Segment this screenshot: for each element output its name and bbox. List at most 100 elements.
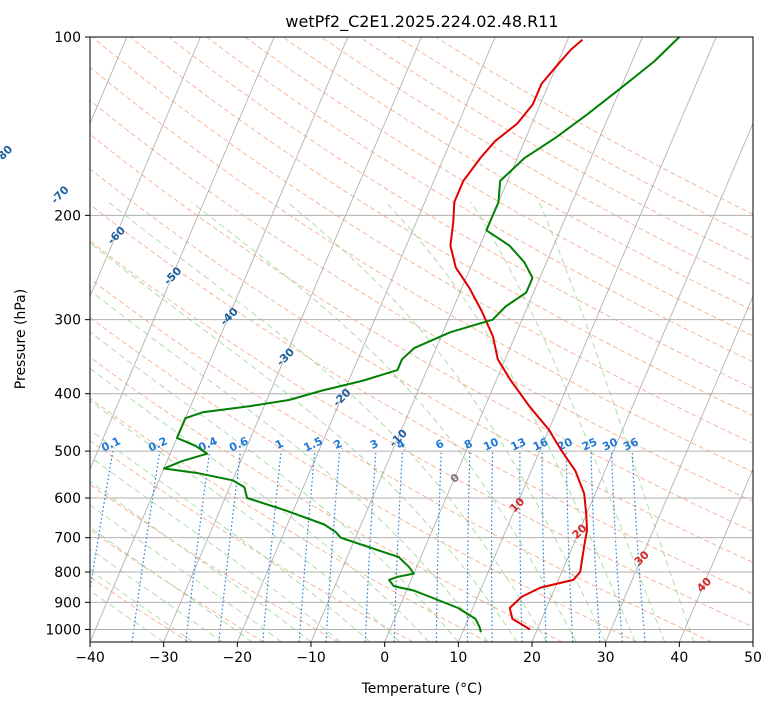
x-axis-ticks: −40 −30 −20 −10 0 10 20 30 40 50: [75, 642, 762, 666]
moist-adiabat-line: [90, 456, 341, 642]
isotherm-label: -70: [48, 183, 71, 206]
moist-adiabat-line: [90, 290, 489, 642]
plot-area: 0.10.20.40.611.52346810131620253036-100-…: [0, 30, 762, 666]
mixing-ratio-label: 6: [434, 437, 447, 452]
mixing-ratio-label: 2: [332, 437, 344, 452]
isotherm-line: [310, 37, 570, 642]
x-tick-label: 40: [670, 650, 688, 666]
isotherm-label: -40: [218, 305, 241, 328]
mixing-ratio-line: [185, 451, 211, 642]
isotherm-line: [236, 37, 496, 642]
x-tick-label: 20: [523, 650, 541, 666]
x-tick-label: −10: [296, 650, 326, 666]
isotherm-line: [90, 37, 275, 471]
isotherm-line: [605, 295, 753, 642]
moist-adiabat-line: [190, 201, 577, 642]
moist-adiabat-line: [286, 201, 607, 642]
isotherm-label: -20: [330, 386, 353, 409]
y-tick-label: 100: [54, 30, 81, 46]
dry-adiabat-line: [244, 37, 753, 337]
moist-adiabat-line: [90, 242, 518, 642]
mixing-ratio-label: 30: [600, 435, 620, 453]
x-tick-label: 0: [380, 650, 389, 666]
dry-adiabat-line: [206, 37, 753, 363]
dry-adiabat-line: [282, 37, 753, 312]
isotherm-label: -50: [161, 264, 184, 287]
dry-adiabat-line: [168, 37, 753, 389]
dry-adiabat-line: [90, 203, 753, 595]
mixing-ratio-line: [565, 451, 574, 642]
dry-adiabat-line: [90, 397, 488, 642]
y-tick-label: 200: [54, 208, 81, 224]
moist-adiabat-line: [90, 569, 194, 642]
moist-adiabat-line: [90, 367, 430, 642]
moist-adiabat-line: [90, 429, 371, 642]
dewpoint-profile-line: [162, 37, 680, 633]
moist-adiabat-line: [90, 548, 223, 642]
dry-adiabat-line: [90, 66, 753, 473]
y-tick-label: 900: [54, 595, 81, 611]
dry-adiabat-line: [90, 529, 264, 642]
moist-adiabat-line: [90, 331, 459, 642]
y-tick-label: 500: [54, 444, 81, 460]
dry-adiabat-line: [90, 356, 563, 642]
mixing-ratio-line: [218, 451, 242, 642]
isotherm-line: [457, 37, 717, 642]
x-tick-label: 10: [449, 650, 467, 666]
mixing-ratio-label: 16: [531, 435, 551, 453]
isotherm-label: 40: [694, 575, 714, 595]
dry-adiabat-line: [90, 440, 414, 642]
moist-adiabat-line: [108, 201, 548, 642]
mixing-ratio-line: [435, 451, 442, 642]
y-axis-ticks: 100 200 300 400 500 600 700 800 900 1000: [45, 30, 90, 638]
isotherm-label: -10: [387, 426, 410, 449]
moist-adiabat-line: [90, 480, 312, 642]
isotherm-line: [531, 122, 753, 642]
y-tick-label: 400: [54, 387, 81, 403]
isotherm-line: [90, 37, 349, 642]
background-lines: [90, 37, 753, 642]
mixing-ratio-line: [298, 451, 316, 642]
y-axis-label: Pressure (hPa): [13, 289, 29, 389]
mixing-ratio-line: [610, 451, 623, 642]
mixing-ratio-label: 25: [580, 435, 599, 453]
mixing-ratio-label: 13: [509, 435, 528, 453]
x-tick-label: −40: [75, 650, 105, 666]
dry-adiabat-line: [90, 168, 753, 563]
dry-adiabat-line: [435, 37, 753, 215]
isotherm-label: -80: [0, 143, 15, 166]
x-tick-label: 50: [744, 650, 762, 666]
x-tick-label: 30: [597, 650, 615, 666]
mixing-ratio-label: 3: [368, 437, 380, 452]
plot-frame: [89, 36, 754, 643]
dry-adiabat-line: [90, 133, 753, 533]
moist-adiabat-line: [385, 201, 636, 642]
x-axis-label: Temperature (°C): [361, 681, 483, 697]
isotherm-line: [384, 37, 643, 642]
isotherm-line: [163, 37, 422, 642]
moist-adiabat-line: [90, 400, 400, 642]
chart-title: wetPf2_C2E1.2025.224.02.48.R11: [285, 12, 558, 32]
mixing-ratio-line: [262, 451, 282, 642]
y-tick-label: 600: [54, 491, 81, 507]
dry-adiabat-line: [359, 37, 753, 263]
dry-adiabat-line: [90, 99, 753, 502]
dry-adiabat-line: [90, 240, 753, 628]
x-tick-label: −20: [223, 650, 253, 666]
isotherm-line: [752, 640, 753, 642]
y-tick-label: 800: [54, 565, 81, 581]
mixing-ratio-label: 10: [481, 435, 501, 453]
dry-adiabat-line: [90, 278, 712, 642]
temperature-profile-line: [449, 38, 588, 631]
mixing-ratio-line: [631, 451, 646, 642]
mixing-ratio-line: [490, 451, 494, 642]
isotherm-label: -60: [105, 224, 128, 247]
moist-adiabat-line: [90, 589, 164, 642]
isotherm-label: 30: [632, 548, 652, 568]
isotherm-line: [678, 467, 753, 642]
moist-adiabat-line: [538, 201, 695, 642]
mixing-ratio-label: 36: [621, 435, 641, 453]
